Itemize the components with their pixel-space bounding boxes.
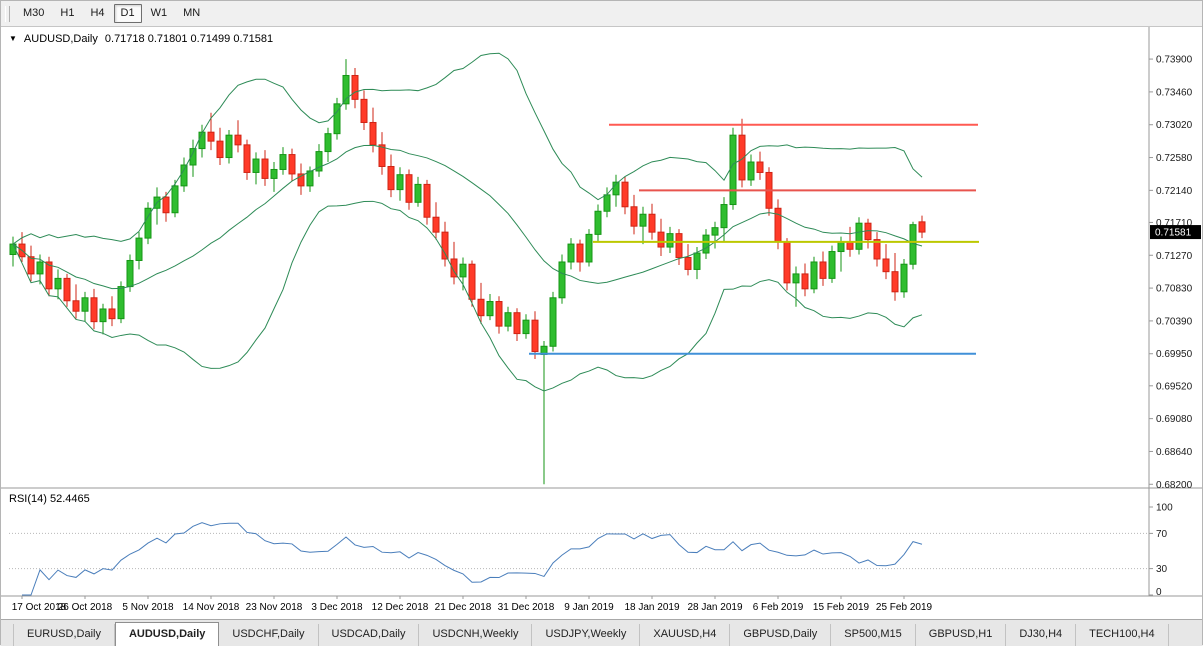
chart-tab-gbpusd-h1[interactable]: GBPUSD,H1 [916,624,1007,646]
svg-text:0.73460: 0.73460 [1156,87,1193,98]
svg-text:0.70390: 0.70390 [1156,316,1193,327]
chart-tabs-bar: EURUSD,Daily AUDUSD,Daily USDCHF,Daily USDC… [1,619,1202,646]
svg-text:0.68640: 0.68640 [1156,447,1193,458]
chart-tab-xauusd-h4[interactable]: XAUUSD,H4 [640,624,731,646]
svg-text:0.73900: 0.73900 [1156,55,1193,66]
timeframe-button-m30[interactable]: M30 [23,7,45,19]
svg-text:6 Feb 2019: 6 Feb 2019 [753,602,804,613]
chart-ohlc-values: 0.71718 0.71801 0.71499 0.71581 [104,33,274,45]
svg-text:0.71581: 0.71581 [1155,228,1192,239]
timeframe-button-d1[interactable]: D1 [113,4,142,23]
chart-tab-sp500-m15[interactable]: SP500,M15 [831,624,916,646]
svg-text:0.70830: 0.70830 [1156,284,1193,295]
svg-text:31 Dec 2018: 31 Dec 2018 [498,602,555,613]
chart-tab-audusd-daily[interactable]: AUDUSD,Daily [114,622,220,646]
chart-window: 0.73900 0.73460 0.73020 0.72580 0.72140 0.717… [1,27,1202,619]
svg-text:14 Nov 2018: 14 Nov 2018 [183,602,240,613]
svg-text:0.69950: 0.69950 [1156,349,1193,360]
svg-text:23 Nov 2018: 23 Nov 2018 [246,602,303,613]
svg-text:0.73020: 0.73020 [1156,120,1193,131]
chart-symbol-label: AUDUSD,Daily [23,33,98,45]
chart-tab-eurusd-daily[interactable]: EURUSD,Daily [13,624,115,646]
svg-text:28 Jan 2019: 28 Jan 2019 [687,602,742,613]
chart-tab-dj30-h4[interactable]: DJ30,H4 [1006,624,1077,646]
svg-text:30: 30 [1156,564,1168,575]
chart-tab-usdchf-daily[interactable]: USDCHF,Daily [219,624,319,646]
svg-text:17 Oct 2018: 17 Oct 2018 [12,602,67,613]
svg-text:26 Oct 2018: 26 Oct 2018 [58,602,113,613]
svg-text:0.68200: 0.68200 [1156,480,1193,491]
chart-title: ▼ AUDUSD,Daily 0.71718 0.71801 0.71499 0… [9,33,273,45]
chart-tab-usdjpy-weekly[interactable]: USDJPY,Weekly [532,624,641,646]
svg-text:15 Feb 2019: 15 Feb 2019 [813,602,870,613]
timeframe-button-h4[interactable]: H4 [90,7,105,19]
svg-text:25 Feb 2019: 25 Feb 2019 [876,602,933,613]
chart-tab-usdcnh-weekly[interactable]: USDCNH,Weekly [419,624,533,646]
svg-text:0.69520: 0.69520 [1156,381,1193,392]
chart-tab-usdcad-daily[interactable]: USDCAD,Daily [319,624,420,646]
svg-text:9 Jan 2019: 9 Jan 2019 [564,602,614,613]
svg-text:0.71270: 0.71270 [1156,251,1193,262]
svg-text:0.72140: 0.72140 [1156,186,1193,197]
chart-title-arrow-icon[interactable]: ▼ [9,34,17,43]
svg-text:18 Jan 2019: 18 Jan 2019 [624,602,679,613]
timeframe-toolbar: M30 H1 H4 D1 W1 MN [1,1,1202,27]
chart-tab-gbpusd-daily[interactable]: GBPUSD,Daily [730,624,832,646]
timeframe-button-w1[interactable]: W1 [150,7,168,19]
svg-text:0.69080: 0.69080 [1156,414,1193,425]
svg-text:21 Dec 2018: 21 Dec 2018 [435,602,492,613]
rsi-indicator-label: RSI(14) 52.4465 [9,493,90,505]
toolbar-grip[interactable] [5,5,10,22]
chart-tab-tech100-h4[interactable]: TECH100,H4 [1076,624,1169,646]
svg-text:3 Dec 2018: 3 Dec 2018 [311,602,363,613]
svg-text:100: 100 [1156,503,1173,514]
svg-text:0: 0 [1156,587,1162,598]
timeframe-button-h1[interactable]: H1 [60,7,75,19]
svg-text:0.71710: 0.71710 [1156,218,1193,229]
svg-text:12 Dec 2018: 12 Dec 2018 [372,602,429,613]
svg-text:5 Nov 2018: 5 Nov 2018 [122,602,174,613]
svg-text:70: 70 [1156,529,1168,540]
svg-text:0.72580: 0.72580 [1156,153,1193,164]
timeframe-button-mn[interactable]: MN [183,7,201,19]
chart-canvas[interactable]: 0.73900 0.73460 0.73020 0.72580 0.72140 0.717… [1,27,1202,619]
